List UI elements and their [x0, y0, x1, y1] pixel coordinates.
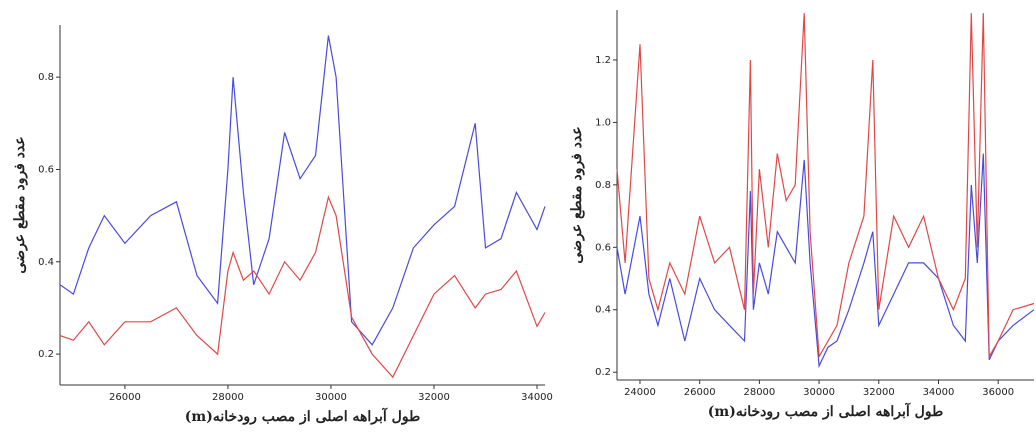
data-line: [59, 195, 546, 379]
y-tick-label: 0.4: [38, 257, 54, 268]
data-line: [59, 35, 546, 346]
x-tick-label: 26000: [684, 387, 716, 398]
x-tick-label: 24000: [624, 387, 656, 398]
y-tick-label: 0.4: [595, 305, 611, 316]
x-axis-label: طول آبراهه اصلی از مصب رودخانه(m): [185, 407, 420, 425]
data-line: [616, 13, 1035, 359]
y-axis-label: عدد فرود مقطع عرضی: [12, 136, 28, 273]
x-axis-label: طول آبراهه اصلی از مصب رودخانه(m): [708, 402, 943, 420]
y-tick-label: 0.2: [38, 349, 54, 360]
y-tick-label: 0.6: [595, 242, 611, 253]
x-tick-label: 36000: [982, 387, 1014, 398]
y-tick-label: 1.0: [595, 117, 611, 128]
x-tick-label: 30000: [315, 392, 347, 403]
x-tick-label: 28000: [743, 387, 775, 398]
y-tick-label: 0.6: [38, 164, 54, 175]
y-tick-label: 0.8: [38, 72, 54, 83]
y-axis-label: عدد فرود مقطع عرضی: [569, 126, 585, 263]
x-tick-label: 30000: [803, 387, 835, 398]
x-tick-label: 32000: [863, 387, 895, 398]
x-tick-label: 28000: [212, 392, 244, 403]
y-tick-label: 0.8: [595, 180, 611, 191]
x-tick-label: 34000: [521, 392, 553, 403]
x-tick-label: 26000: [109, 392, 141, 403]
data-line: [616, 153, 1035, 369]
y-tick-label: 1.2: [595, 55, 611, 66]
x-tick-label: 34000: [923, 387, 955, 398]
y-tick-label: 0.2: [595, 367, 611, 378]
x-tick-label: 32000: [418, 392, 450, 403]
